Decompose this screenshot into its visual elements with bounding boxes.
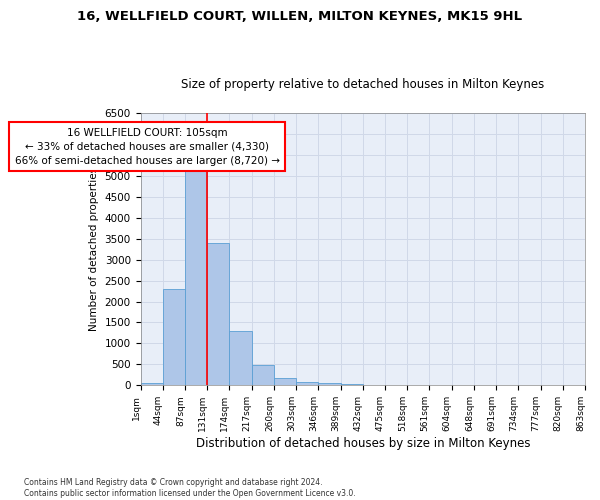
Bar — [140, 383, 163, 386]
Bar — [274, 378, 296, 386]
Bar — [363, 384, 385, 386]
Bar — [229, 331, 251, 386]
Text: 16 WELLFIELD COURT: 105sqm
← 33% of detached houses are smaller (4,330)
66% of s: 16 WELLFIELD COURT: 105sqm ← 33% of deta… — [14, 128, 280, 166]
Bar — [296, 382, 319, 386]
X-axis label: Distribution of detached houses by size in Milton Keynes: Distribution of detached houses by size … — [196, 437, 530, 450]
Bar — [207, 243, 229, 386]
Bar — [185, 157, 207, 386]
Bar — [251, 365, 274, 386]
Text: 16, WELLFIELD COURT, WILLEN, MILTON KEYNES, MK15 9HL: 16, WELLFIELD COURT, WILLEN, MILTON KEYN… — [77, 10, 523, 23]
Title: Size of property relative to detached houses in Milton Keynes: Size of property relative to detached ho… — [181, 78, 544, 91]
Text: Contains HM Land Registry data © Crown copyright and database right 2024.
Contai: Contains HM Land Registry data © Crown c… — [24, 478, 356, 498]
Bar — [319, 383, 341, 386]
Bar — [163, 289, 185, 386]
Y-axis label: Number of detached properties: Number of detached properties — [89, 167, 99, 331]
Bar — [341, 384, 363, 386]
